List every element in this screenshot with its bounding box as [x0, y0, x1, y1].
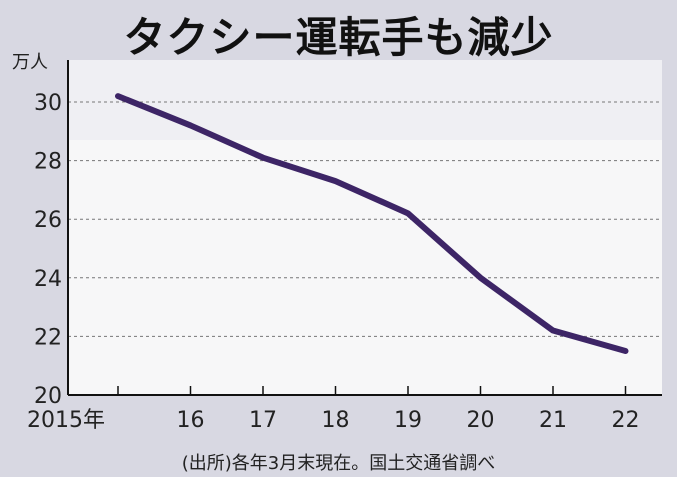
data-point — [188, 122, 193, 128]
y-tick-label: 28 — [34, 150, 62, 175]
plot-area-band — [68, 60, 662, 140]
y-axis-unit-label: 万人 — [12, 52, 48, 73]
data-point — [478, 275, 483, 281]
y-tick-label: 26 — [34, 208, 62, 233]
x-tick-label: 17 — [249, 408, 277, 433]
x-tick-label: 2015年 — [27, 408, 105, 433]
chart-title: タクシー運転手も減少 — [123, 13, 554, 62]
x-tick-label: 18 — [322, 408, 350, 433]
x-tick-label: 16 — [177, 408, 205, 433]
x-tick-label: 19 — [394, 408, 422, 433]
data-point — [260, 155, 266, 161]
y-tick-label: 24 — [34, 267, 62, 292]
data-point — [333, 178, 338, 184]
data-point — [623, 348, 628, 354]
y-tick-label: 20 — [34, 384, 62, 409]
data-point — [550, 328, 556, 334]
x-tick-label: 22 — [612, 408, 640, 433]
y-tick-label: 22 — [34, 325, 62, 350]
source-note: (出所)各年3月末現在。国土交通省調べ — [181, 453, 496, 474]
y-tick-label: 30 — [34, 91, 62, 116]
series-line — [115, 93, 629, 355]
x-tick-label: 20 — [467, 408, 495, 433]
data-point — [115, 93, 121, 99]
x-tick-label: 21 — [539, 408, 567, 433]
data-point — [405, 210, 411, 216]
